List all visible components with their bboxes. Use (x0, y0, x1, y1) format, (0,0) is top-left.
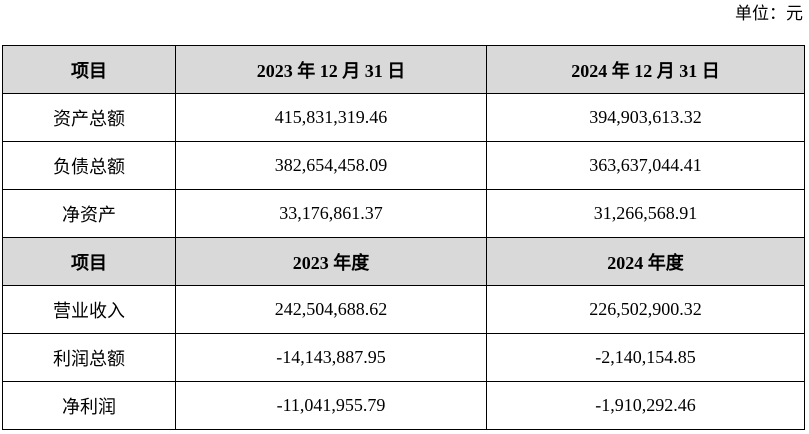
value-2024: 394,903,613.32 (486, 93, 805, 142)
table-row: 净资产 33,176,861.37 31,266,568.91 (2, 189, 805, 238)
table-row: 资产总额 415,831,319.46 394,903,613.32 (2, 93, 805, 142)
header-2024-annual: 2024 年度 (486, 237, 805, 286)
value-2024: 363,637,044.41 (486, 141, 805, 190)
value-2024: -2,140,154.85 (486, 333, 805, 382)
header-item: 项目 (2, 45, 176, 94)
header-2023-year-end: 2023 年 12 月 31 日 (175, 45, 487, 94)
header-item: 项目 (2, 237, 176, 286)
row-label: 净资产 (2, 189, 176, 238)
row-label: 净利润 (2, 381, 176, 430)
value-2024: -1,910,292.46 (486, 381, 805, 430)
table-row: 净利润 -11,041,955.79 -1,910,292.46 (2, 381, 805, 430)
value-2023: -14,143,887.95 (175, 333, 487, 382)
row-label: 利润总额 (2, 333, 176, 382)
value-2024: 226,502,900.32 (486, 285, 805, 334)
value-2023: 242,504,688.62 (175, 285, 487, 334)
value-2023: 33,176,861.37 (175, 189, 487, 238)
header-2023-annual: 2023 年度 (175, 237, 487, 286)
row-label: 负债总额 (2, 141, 176, 190)
table-row: 利润总额 -14,143,887.95 -2,140,154.85 (2, 333, 805, 382)
table-row: 营业收入 242,504,688.62 226,502,900.32 (2, 285, 805, 334)
value-2024: 31,266,568.91 (486, 189, 805, 238)
financial-table: 项目 2023 年 12 月 31 日 2024 年 12 月 31 日 资产总… (2, 45, 805, 430)
table-header-row: 项目 2023 年 12 月 31 日 2024 年 12 月 31 日 (2, 45, 805, 94)
table-header-row: 项目 2023 年度 2024 年度 (2, 237, 805, 286)
value-2023: 415,831,319.46 (175, 93, 487, 142)
value-2023: -11,041,955.79 (175, 381, 487, 430)
row-label: 资产总额 (2, 93, 176, 142)
header-2024-year-end: 2024 年 12 月 31 日 (486, 45, 805, 94)
value-2023: 382,654,458.09 (175, 141, 487, 190)
row-label: 营业收入 (2, 285, 176, 334)
unit-label: 单位：元 (735, 4, 803, 23)
table-row: 负债总额 382,654,458.09 363,637,044.41 (2, 141, 805, 190)
